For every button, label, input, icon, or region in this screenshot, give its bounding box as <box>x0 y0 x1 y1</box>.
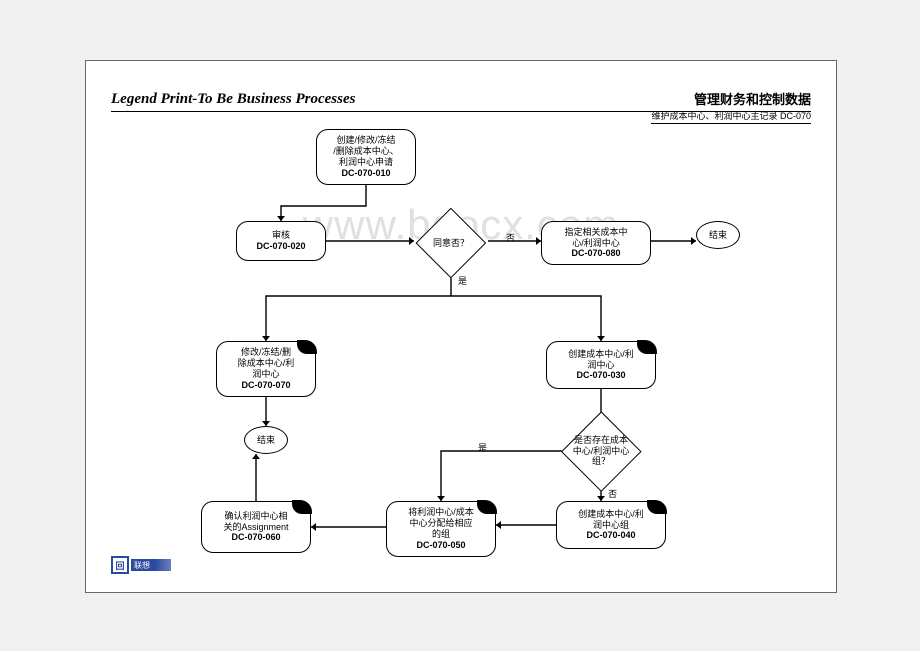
terminator-node: 结束 <box>244 426 288 454</box>
edge-label: 否 <box>506 231 515 244</box>
edge-label: 是 <box>458 274 467 287</box>
process-node: 指定相关成本中心/利润中心DC-070-080 <box>541 221 651 265</box>
process-node: 创建成本中心/利润中心组DC-070-040 <box>556 501 666 549</box>
process-node: 将利润中心/成本中心分配给相应的组DC-070-050 <box>386 501 496 557</box>
process-node: 修改/冻结/删除成本中心/利润中心DC-070-070 <box>216 341 316 397</box>
process-node: 确认利润中心相关的AssignmentDC-070-060 <box>201 501 311 553</box>
decision-node: 是否存在成本中心/利润中心组？ <box>573 423 630 480</box>
terminator-node: 结束 <box>696 221 740 249</box>
process-node: 创建/修改/冻结/删除成本中心、利润中心申请DC-070-010 <box>316 129 416 185</box>
edge-label: 是 <box>478 441 487 454</box>
flowchart-canvas: 否是是否创建/修改/冻结/删除成本中心、利润中心申请DC-070-010审核DC… <box>86 61 836 592</box>
document-page: www.bdocx.com Legend Print-To Be Busines… <box>85 60 837 593</box>
process-node: 创建成本中心/利润中心DC-070-030 <box>546 341 656 389</box>
process-node: 审核DC-070-020 <box>236 221 326 261</box>
edge-label: 否 <box>608 487 617 500</box>
decision-node: 同意否？ <box>426 218 476 268</box>
